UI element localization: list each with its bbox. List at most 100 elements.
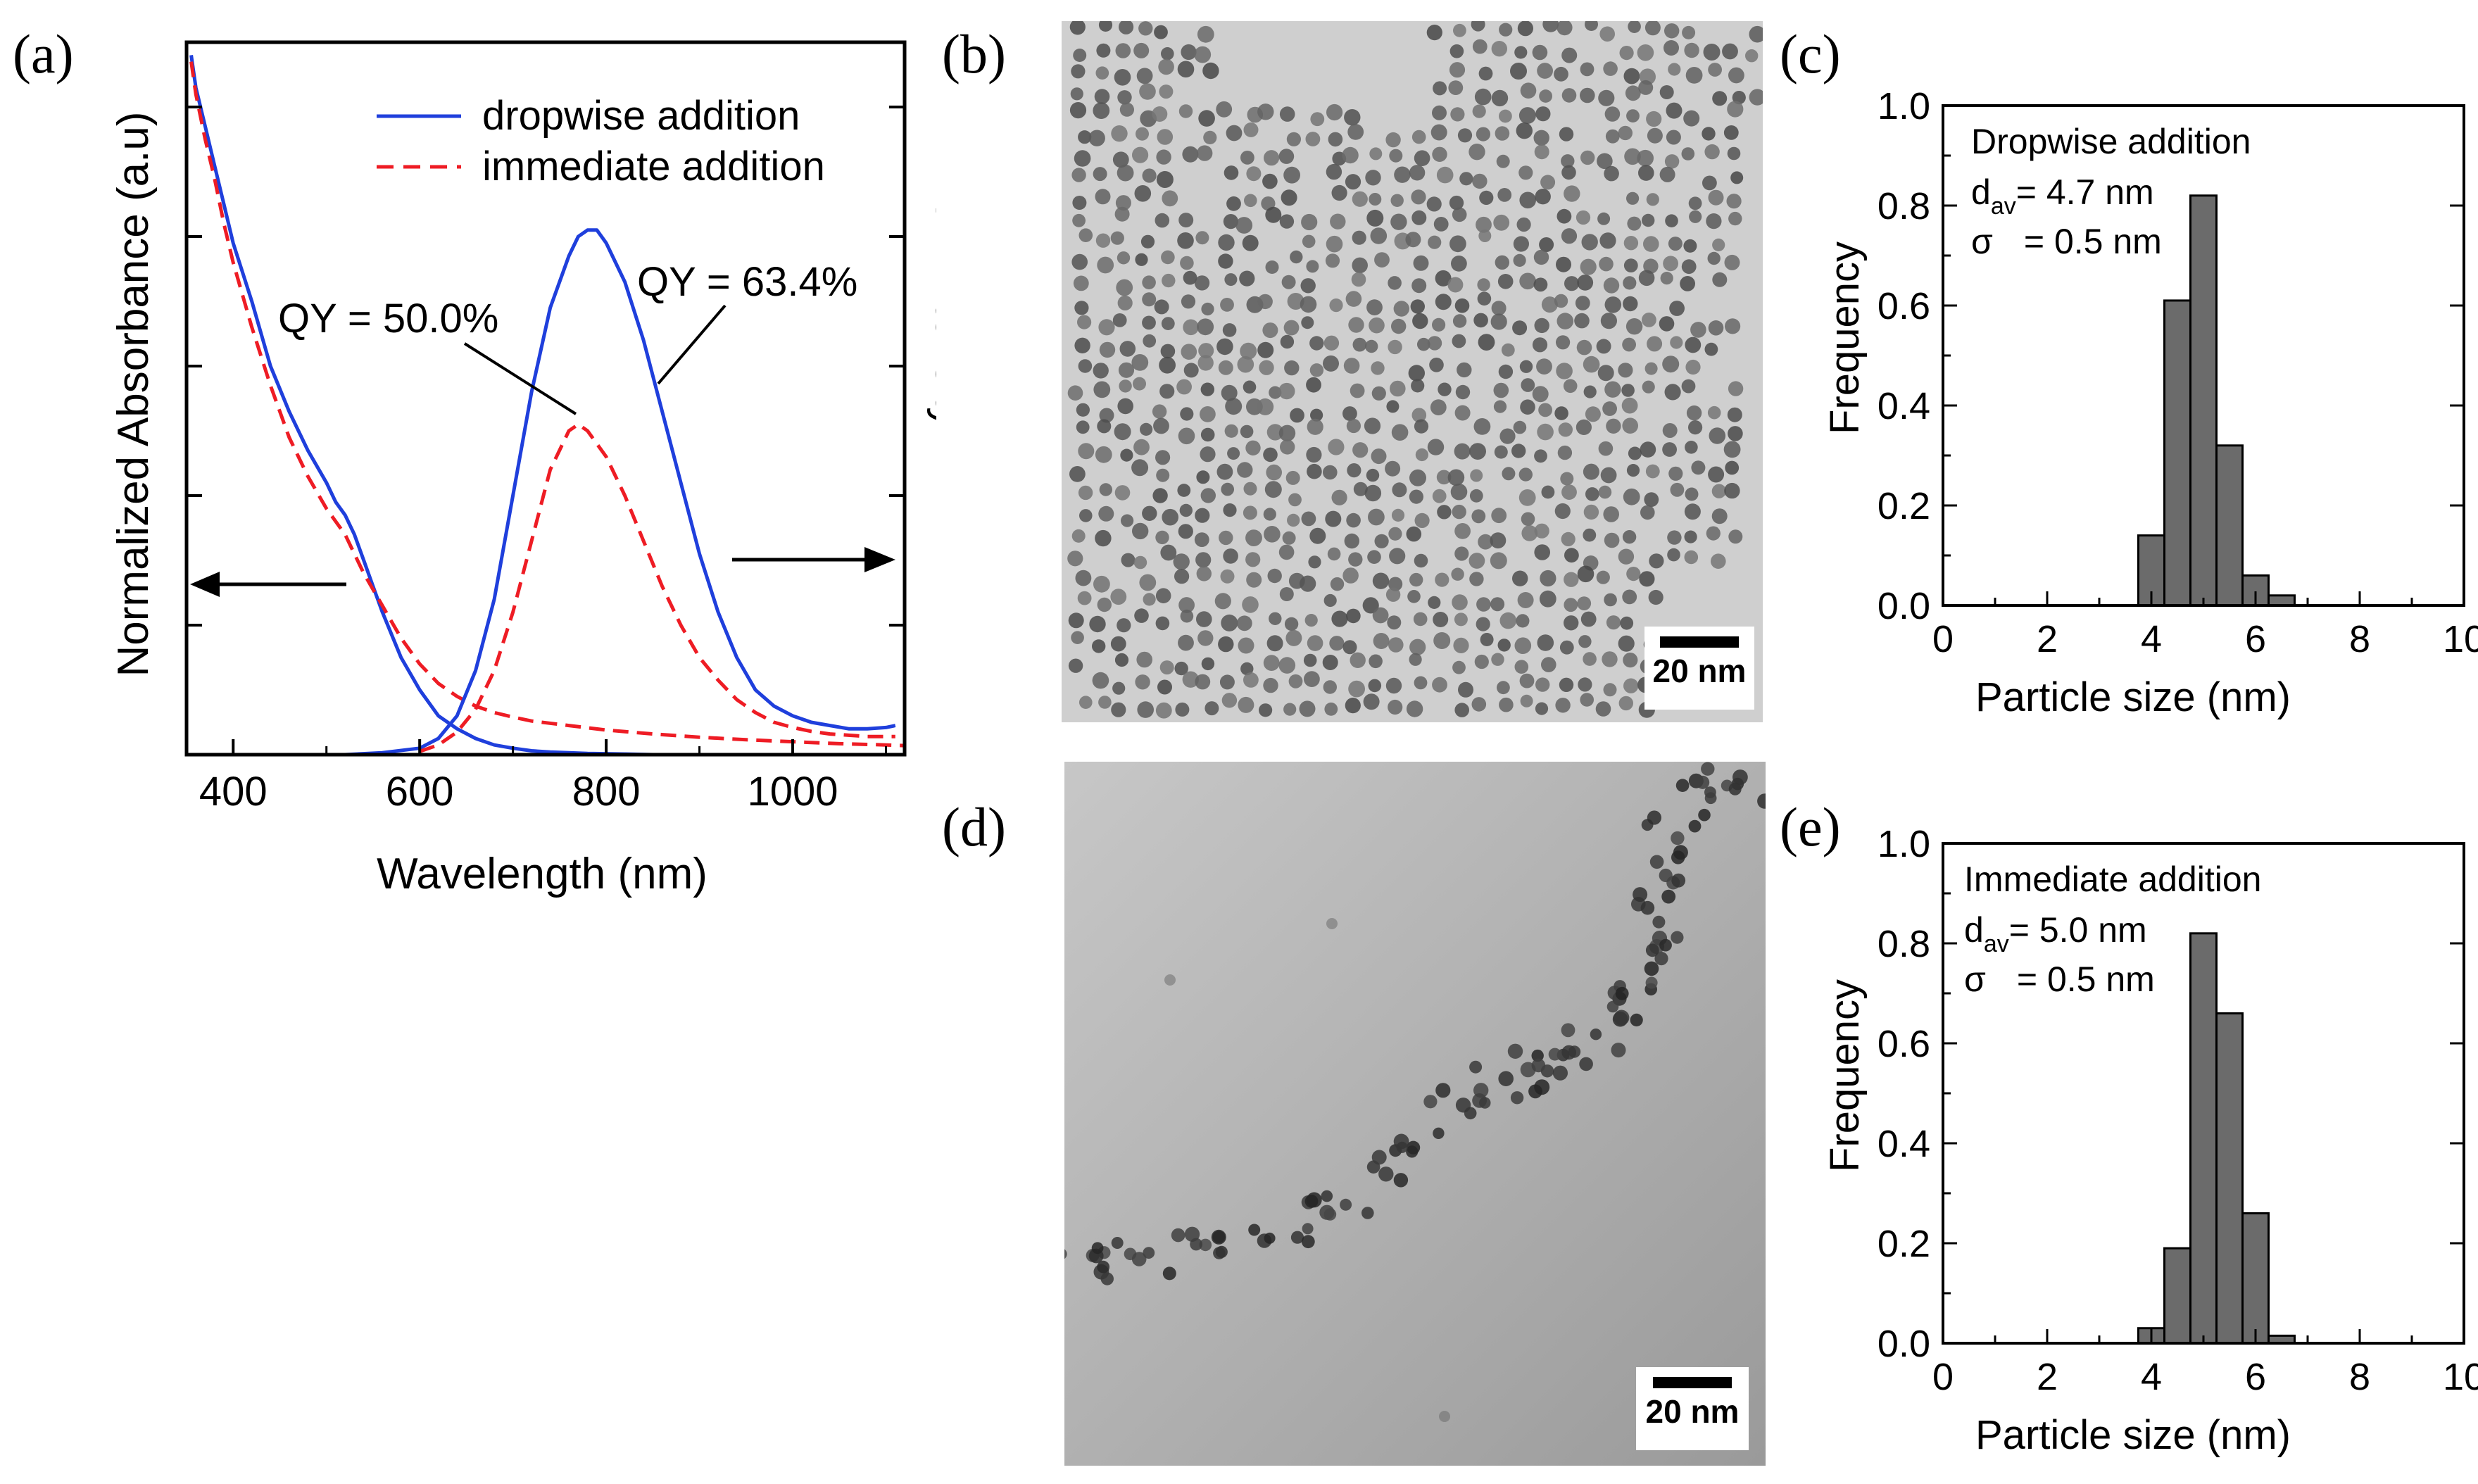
nanoparticle — [1201, 657, 1215, 671]
nanoparticle — [1195, 508, 1210, 523]
nanoparticle — [1197, 25, 1214, 43]
nanoparticle — [1561, 88, 1577, 103]
nanoparticle — [1348, 552, 1363, 567]
nanoparticle — [1518, 107, 1536, 125]
nanoparticle — [1698, 808, 1711, 822]
nanoparticle — [1072, 213, 1086, 227]
stray-particle — [1439, 1411, 1450, 1422]
nanoparticle — [1331, 489, 1347, 505]
nanoparticle — [1267, 568, 1282, 584]
nanoparticle — [1152, 404, 1167, 419]
nanoparticle — [1391, 508, 1405, 522]
nanoparticle — [1307, 635, 1323, 651]
x-tick-label-1: 2 — [2037, 1356, 2058, 1398]
nanoparticle — [1618, 125, 1633, 141]
nanoparticle — [1407, 590, 1421, 603]
nanoparticle — [1212, 1231, 1226, 1243]
nanoparticle — [1659, 85, 1674, 99]
nanoparticle — [1157, 679, 1172, 695]
nanoparticle — [1473, 313, 1488, 328]
nanoparticle — [1615, 986, 1629, 1000]
nanoparticle — [1459, 172, 1473, 186]
nanoparticle — [1371, 361, 1385, 375]
nanoparticle — [1347, 124, 1364, 140]
nanoparticle — [1309, 363, 1324, 377]
nanoparticle — [1283, 320, 1300, 336]
hist-bar-1 — [2163, 299, 2191, 607]
nanoparticle — [1304, 1195, 1319, 1208]
nanoparticle — [1474, 88, 1492, 106]
nanoparticle — [1205, 701, 1219, 716]
nanoparticle — [1638, 80, 1654, 95]
nanoparticle — [1385, 677, 1402, 694]
nanoparticle — [1098, 319, 1115, 336]
nanoparticle — [1330, 213, 1346, 229]
nanoparticle — [1227, 447, 1240, 460]
nanoparticle — [1490, 552, 1507, 570]
nanoparticle — [1643, 236, 1659, 252]
nanoparticle — [1162, 508, 1178, 526]
nanoparticle — [1685, 67, 1703, 84]
scale-bar-b-line — [1660, 636, 1739, 648]
nanoparticle — [1701, 762, 1715, 776]
nanoparticle — [1519, 191, 1536, 209]
nanoparticle — [1075, 570, 1092, 586]
nanoparticle — [1331, 610, 1348, 627]
tem-image-dropwise: 20 nm — [1062, 21, 1763, 722]
nanoparticle — [1143, 593, 1156, 606]
nanoparticle — [1290, 408, 1304, 423]
nanoparticle — [1203, 130, 1217, 144]
nanoparticle — [1435, 1083, 1451, 1098]
right-axis-arrow-head — [864, 547, 895, 572]
nanoparticle — [1512, 570, 1528, 586]
nanoparticle — [1516, 614, 1530, 628]
nanoparticle — [1131, 1252, 1147, 1266]
x-tick-label-1: 600 — [386, 769, 454, 815]
nanoparticle — [1119, 341, 1136, 357]
nanoparticle — [1561, 532, 1576, 547]
nanoparticle — [1519, 272, 1536, 290]
nanoparticle — [1603, 277, 1620, 294]
nanoparticle — [1171, 1228, 1185, 1243]
nanoparticle — [1454, 523, 1471, 539]
nanoparticle — [1287, 513, 1300, 527]
nanoparticle — [1726, 194, 1742, 209]
nanoparticle — [1670, 336, 1683, 349]
nanoparticle — [1152, 106, 1168, 122]
nanoparticle — [1606, 615, 1621, 630]
nanoparticle — [1491, 89, 1509, 107]
nanoparticle — [1578, 635, 1592, 648]
nanoparticle — [1310, 408, 1323, 422]
nanoparticle — [1280, 334, 1295, 349]
nanoparticle — [1152, 488, 1168, 503]
nanoparticle — [1449, 195, 1464, 210]
hist-e-note-dav: dav= 5.0 nm — [1964, 910, 2147, 957]
nanoparticle — [1580, 62, 1595, 77]
nanoparticle — [1176, 379, 1192, 395]
nanoparticle — [1135, 253, 1148, 266]
nanoparticle — [1521, 525, 1538, 541]
nanoparticle — [1371, 448, 1387, 465]
nanoparticle — [1326, 103, 1343, 121]
nanoparticle — [1521, 378, 1535, 392]
nanoparticle — [1346, 608, 1361, 624]
nanoparticle — [1723, 441, 1741, 458]
nanoparticle — [1237, 356, 1254, 373]
nanoparticle — [1194, 275, 1210, 291]
nanoparticle — [1352, 257, 1368, 274]
nanoparticle — [1606, 418, 1621, 434]
nanoparticle — [1708, 466, 1725, 483]
nanoparticle — [1114, 653, 1129, 667]
nanoparticle — [1511, 444, 1526, 458]
nanoparticle — [1626, 191, 1640, 205]
nanoparticle — [1098, 505, 1114, 522]
nanoparticle — [1458, 681, 1473, 698]
nanoparticle — [1646, 111, 1662, 127]
nanoparticle — [1281, 189, 1297, 206]
nanoparticle — [1647, 127, 1663, 144]
nanoparticle — [1561, 228, 1578, 244]
nanoparticle — [1728, 529, 1743, 544]
nanoparticle — [1552, 1065, 1568, 1081]
nanoparticle — [1708, 63, 1722, 77]
nanoparticle — [1507, 1043, 1523, 1059]
